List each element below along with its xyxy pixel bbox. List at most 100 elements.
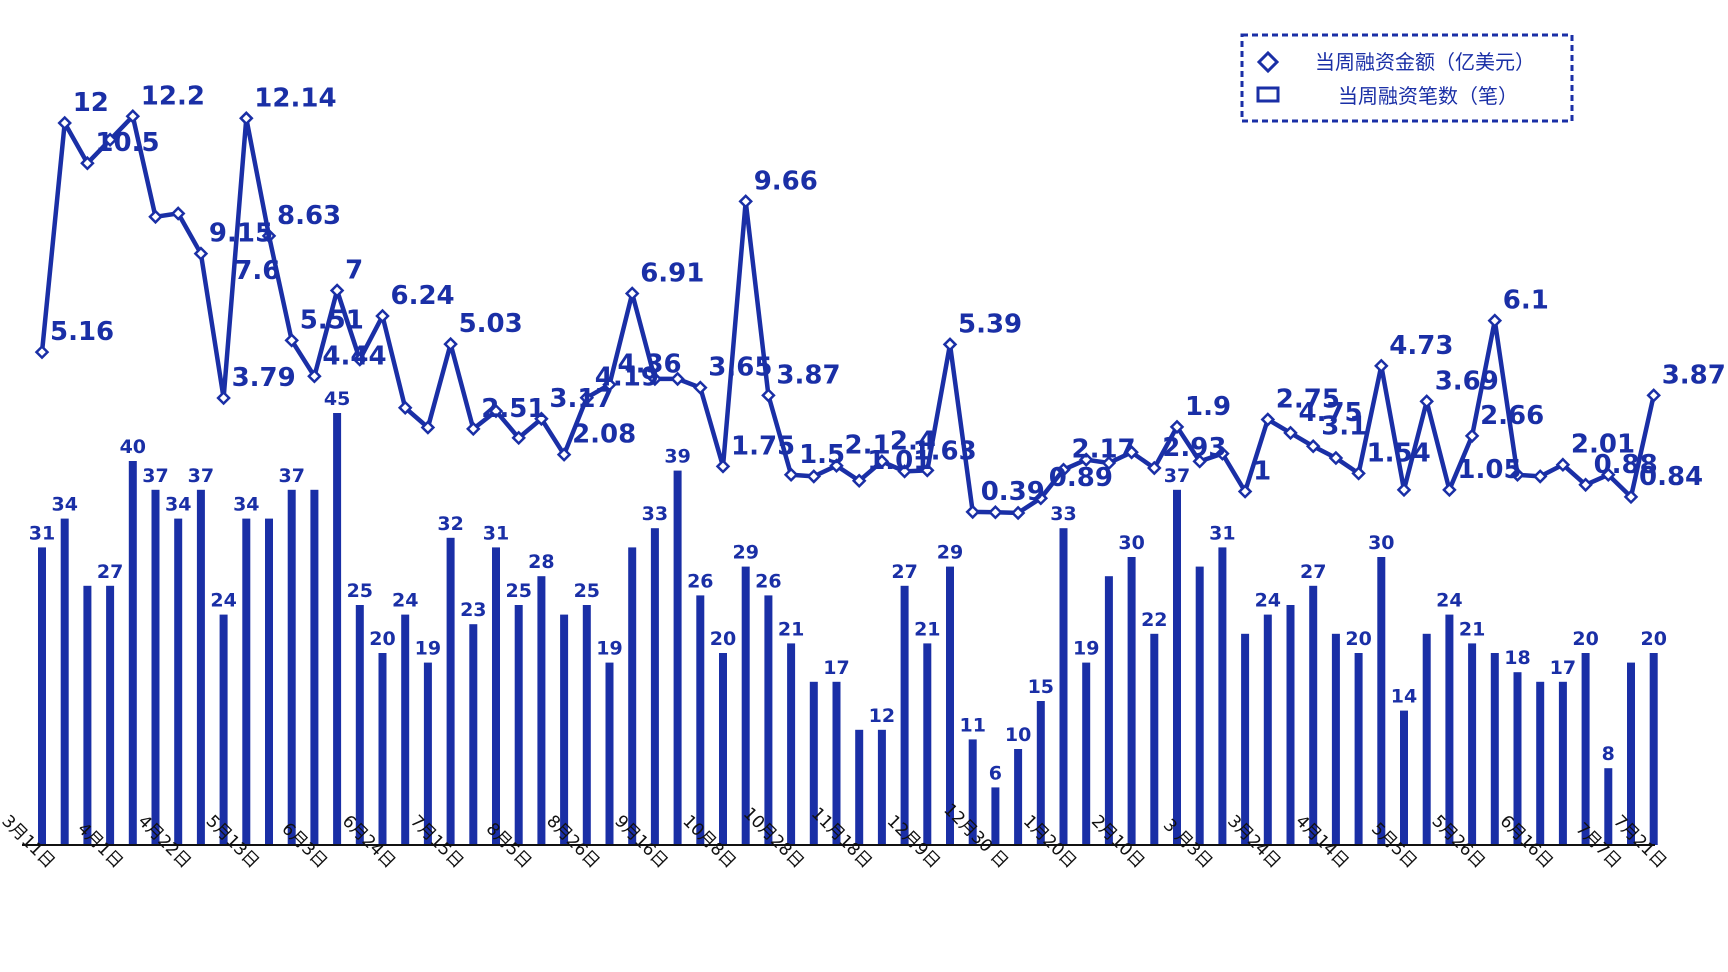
bar-value-label: 17 <box>823 657 849 679</box>
x-tick-label: 6月24日 <box>338 811 399 872</box>
line-value-label: 4.36 <box>618 350 682 380</box>
line-point-marker <box>284 333 299 348</box>
line-value-label: 5.39 <box>958 309 1022 339</box>
line-value-label: 2.17 <box>1072 435 1136 465</box>
bar <box>877 729 886 845</box>
bar <box>1059 528 1068 845</box>
bar <box>923 643 932 845</box>
bar-series <box>38 413 1658 845</box>
line-value-label: 3.65 <box>708 353 772 383</box>
bar <box>1218 547 1227 845</box>
bar <box>333 413 342 845</box>
bar <box>1173 489 1181 845</box>
line-value-label: 1 <box>1253 457 1271 487</box>
bar-value-label: 23 <box>460 599 486 621</box>
bar <box>1468 643 1477 845</box>
line-point-marker <box>738 194 753 209</box>
x-tick-label: 4月14日 <box>1291 811 1352 872</box>
bar <box>1581 653 1590 845</box>
line-point-marker <box>920 463 935 478</box>
bar-value-label: 24 <box>392 590 418 612</box>
bar <box>1422 633 1431 845</box>
bar <box>128 461 137 845</box>
bar <box>1445 614 1454 845</box>
bar <box>719 653 727 845</box>
x-tick-label: 5月13日 <box>202 811 263 872</box>
line-point-marker <box>556 447 572 462</box>
bar-value-label: 11 <box>959 714 985 736</box>
bar <box>832 681 841 845</box>
bar-value-label: 10 <box>1005 724 1031 746</box>
bar-value-label: 27 <box>1300 561 1326 583</box>
line-value-label: 3.69 <box>1435 366 1499 396</box>
bar <box>1377 557 1386 845</box>
line-value-label: 2.93 <box>1162 433 1226 463</box>
bar <box>1400 710 1408 845</box>
bar <box>1490 653 1499 845</box>
bar <box>310 489 319 845</box>
line-value-label: 5.51 <box>300 305 364 335</box>
bar-value-label: 34 <box>233 494 259 516</box>
line-point-marker <box>624 286 640 301</box>
bar <box>1331 633 1340 845</box>
line-value-label: 7.6 <box>234 256 280 286</box>
line-value-label: 1.75 <box>731 431 795 461</box>
bar <box>628 547 637 845</box>
bar <box>514 605 523 845</box>
bar <box>492 547 500 845</box>
line-point-marker <box>761 388 776 403</box>
bar-value-label: 15 <box>1028 676 1054 698</box>
bar <box>537 576 546 845</box>
line-point-marker <box>57 115 72 131</box>
bar <box>151 489 160 845</box>
line-point-marker <box>1215 446 1230 461</box>
line-point-marker <box>670 371 685 387</box>
line-point-marker <box>1192 454 1207 469</box>
line-value-label: 2.1 <box>845 431 891 461</box>
legend: 当周融资金额（亿美元） 当周融资笔数（笔） <box>1240 33 1574 123</box>
legend-box <box>1240 33 1574 123</box>
line-point-marker <box>511 430 526 446</box>
bar-value-label: 37 <box>142 465 168 487</box>
line-point-marker <box>1396 482 1412 498</box>
bar-value-label: 20 <box>710 628 736 650</box>
bar-value-label: 39 <box>664 446 690 468</box>
bar <box>1036 701 1045 845</box>
x-tick-label: 12月9日 <box>883 811 944 872</box>
line-value-label: 2.75 <box>1276 384 1340 414</box>
bar <box>809 681 818 845</box>
line-point-marker <box>1351 466 1366 481</box>
line-value-label: 7 <box>345 256 363 286</box>
bar-value-label: 29 <box>732 542 758 564</box>
bar <box>696 595 705 845</box>
line-point-marker <box>1147 460 1162 476</box>
bar-value-label: 21 <box>778 618 804 640</box>
bar <box>106 585 115 845</box>
bar-value-label: 28 <box>528 551 554 573</box>
line-value-label: 10.5 <box>95 128 159 158</box>
line-value-label: 5.16 <box>50 317 114 347</box>
x-tick-label: 7月15日 <box>406 811 467 872</box>
line-value-label: 2.08 <box>572 420 636 450</box>
line-value-label: 6.91 <box>640 259 704 289</box>
bar <box>446 537 455 845</box>
line-point-marker <box>239 111 254 126</box>
line-value-label: 2.4 <box>890 426 936 456</box>
line-point-marker <box>216 390 231 406</box>
bar-value-label: 32 <box>437 513 463 535</box>
line-point-marker <box>1124 445 1139 460</box>
bar <box>1150 633 1159 845</box>
line-value-label: 12 <box>73 88 109 118</box>
bar-value-label: 33 <box>1050 503 1076 525</box>
line-point-marker <box>102 132 118 148</box>
bar-value-label: 20 <box>1640 628 1666 650</box>
line-point-marker <box>1283 425 1298 441</box>
bar <box>219 614 228 845</box>
line-point-marker <box>829 458 844 473</box>
bar-value-label: 20 <box>369 628 395 650</box>
bar-value-label: 17 <box>1550 657 1576 679</box>
line-point-marker <box>897 464 912 479</box>
line-point-marker <box>715 459 731 474</box>
bar-value-label: 27 <box>891 561 917 583</box>
